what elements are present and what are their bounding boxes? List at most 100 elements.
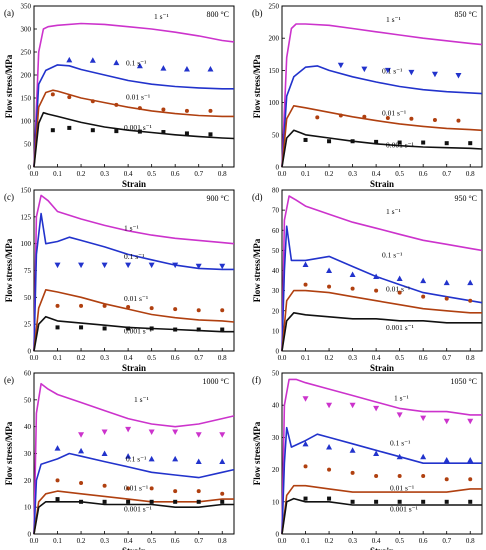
data-point-marker: [327, 467, 332, 472]
data-point-marker: [114, 129, 119, 134]
data-point-marker: [78, 447, 85, 454]
data-point-marker: [207, 66, 214, 72]
data-point-marker: [432, 117, 437, 122]
chart-panel: 0.0 0.1 0.2 0.3 0.4 0.5 0.6 0.7 0.8 0 10 20 30 40 50 St…: [252, 370, 483, 550]
plot-frame: [33, 5, 235, 168]
data-point-marker: [349, 447, 356, 453]
data-point-marker: [374, 139, 379, 144]
data-point-marker: [50, 128, 55, 133]
y-tick-label: 60: [24, 370, 32, 378]
data-point-marker: [408, 69, 415, 76]
data-point-marker: [468, 298, 473, 303]
y-tick-label: 50: [272, 370, 280, 378]
data-point-marker: [125, 262, 132, 269]
plot-frame: [281, 189, 483, 352]
panel-label: (b): [252, 8, 263, 18]
data-point-marker: [196, 499, 201, 504]
x-tick-label: 0.2: [77, 354, 86, 362]
data-point-marker: [102, 303, 107, 308]
data-point-marker: [149, 306, 154, 311]
data-point-marker: [456, 118, 461, 123]
data-point-marker: [136, 62, 143, 69]
data-point-marker: [420, 453, 427, 460]
data-point-marker: [350, 499, 355, 504]
y-tick-label: 350: [21, 3, 32, 11]
y-tick-label: 0: [28, 164, 32, 172]
data-point-marker: [443, 279, 450, 286]
y-tick-label: 50: [272, 247, 280, 255]
x-tick-label: 0.1: [301, 537, 310, 545]
data-point-marker: [444, 477, 449, 482]
data-point-marker: [208, 108, 213, 113]
data-point-marker: [455, 73, 462, 79]
data-point-marker: [327, 284, 332, 289]
x-tick-label: 0.7: [194, 537, 203, 545]
series-label: 0.001 s⁻¹: [386, 141, 414, 150]
temperature-label: 900 °C: [206, 194, 229, 203]
data-point-marker: [220, 308, 225, 313]
x-tick-label: 0.8: [466, 170, 475, 178]
data-point-marker: [467, 279, 474, 286]
series-line: [281, 23, 483, 168]
data-point-marker: [350, 470, 355, 475]
series-label: 0.01 s⁻¹: [124, 484, 148, 493]
y-axis-label: Flow stress/MPa: [252, 238, 262, 302]
y-tick-label: 40: [272, 267, 280, 275]
data-point-marker: [55, 303, 60, 308]
data-point-marker: [184, 108, 189, 113]
data-point-marker: [302, 261, 309, 267]
y-tick-label: 10: [272, 327, 280, 335]
x-tick-label: 0.7: [442, 170, 451, 178]
chart-panel: 0.0 0.1 0.2 0.3 0.4 0.5 0.6 0.7 0.8 0 50 100 150 200 2…: [4, 3, 235, 189]
y-tick-label: 25: [24, 321, 32, 329]
data-point-marker: [220, 327, 225, 332]
x-axis-label: Strain: [370, 546, 394, 550]
data-point-marker: [384, 67, 391, 74]
series-line: [33, 315, 234, 352]
x-tick-label: 0.7: [442, 354, 451, 362]
data-point-marker: [196, 308, 201, 313]
data-point-marker: [397, 474, 402, 479]
series-label: 0.1 s⁻¹: [390, 438, 410, 447]
y-tick-label: 0: [276, 164, 280, 172]
data-point-marker: [396, 275, 403, 282]
y-tick-label: 50: [24, 141, 32, 149]
data-point-marker: [350, 139, 355, 144]
y-tick-label: 10: [272, 498, 280, 506]
data-point-marker: [173, 327, 178, 332]
data-point-marker: [67, 125, 72, 130]
data-point-marker: [89, 57, 96, 63]
data-point-marker: [444, 296, 449, 301]
data-point-marker: [431, 71, 438, 78]
x-tick-label: 0.5: [395, 537, 404, 545]
data-point-marker: [101, 429, 108, 436]
y-tick-label: 0: [276, 348, 280, 356]
series-line: [281, 65, 483, 168]
y-tick-label: 125: [21, 213, 32, 221]
y-tick-label: 20: [272, 307, 280, 315]
data-point-marker: [55, 325, 60, 330]
x-tick-label: 0.3: [100, 354, 109, 362]
data-point-marker: [196, 327, 201, 332]
data-point-marker: [219, 458, 226, 465]
data-point-marker: [172, 455, 179, 462]
y-axis-label: Flow stress/MPa: [4, 421, 14, 485]
data-point-marker: [79, 499, 84, 504]
temperature-label: 850 °C: [454, 10, 477, 19]
y-tick-label: 0: [28, 531, 32, 539]
data-point-marker: [125, 426, 132, 433]
series-label: 0.01 s⁻¹: [390, 484, 414, 493]
data-point-marker: [184, 131, 189, 136]
data-point-marker: [350, 286, 355, 291]
y-tick-label: 150: [21, 95, 32, 103]
series-label: 1 s⁻¹: [134, 395, 149, 404]
series-line: [281, 311, 482, 352]
series-line: [33, 490, 234, 535]
data-point-marker: [149, 486, 154, 491]
data-point-marker: [126, 499, 131, 504]
x-tick-label: 0.2: [325, 537, 334, 545]
data-point-marker: [397, 140, 402, 145]
data-point-marker: [78, 432, 85, 438]
temperature-label: 950 °C: [454, 194, 477, 203]
